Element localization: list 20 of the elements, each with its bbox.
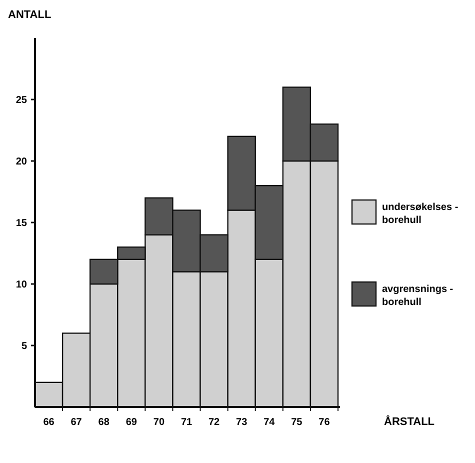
x-tick-label: 69 — [126, 417, 138, 428]
x-tick-label: 76 — [318, 417, 330, 428]
x-tick-label: 72 — [208, 417, 220, 428]
x-tick-label: 70 — [153, 417, 165, 428]
x-tick-label: 73 — [236, 417, 248, 428]
y-tick-label: 10 — [16, 280, 28, 290]
y-tick-label: 15 — [16, 218, 28, 229]
y-tick-label: 25 — [16, 95, 28, 106]
x-tick-label: 68 — [98, 417, 110, 428]
y-axis-title: ANTALL — [8, 9, 52, 21]
x-tick-label: 74 — [264, 417, 276, 428]
x-tick-label: 66 — [43, 417, 55, 428]
legend-label: undersøkelses - borehull — [382, 202, 458, 226]
x-tick-label: 75 — [291, 417, 303, 428]
legend-label: avgrensnings - borehull — [382, 284, 454, 308]
y-tick-label: 5 — [21, 341, 28, 352]
x-tick-label: 67 — [70, 417, 82, 428]
x-axis-title: ÅRSTALL — [384, 415, 435, 428]
x-tick-label: 71 — [180, 417, 192, 428]
y-tick-label: 20 — [16, 156, 28, 168]
